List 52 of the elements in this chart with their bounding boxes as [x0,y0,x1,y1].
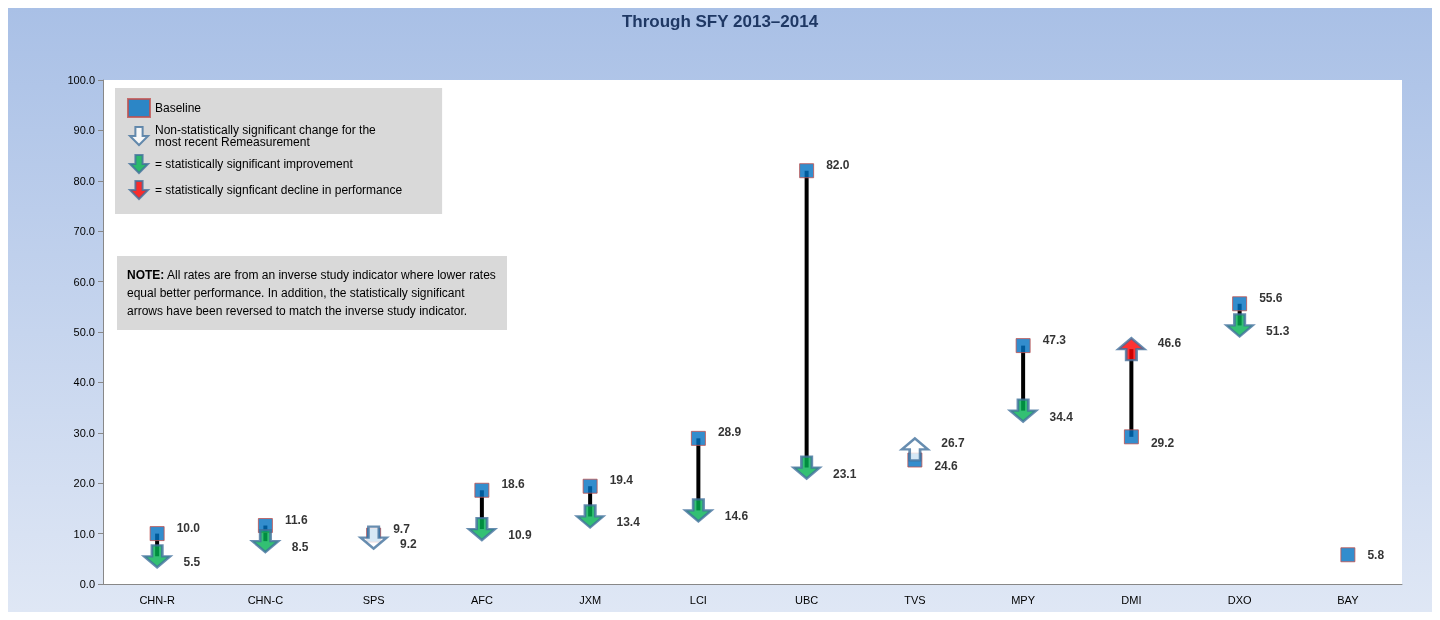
data-label: 13.4 [616,515,641,530]
data-label: 10.9 [508,528,532,543]
x-tick-label: LCI [689,593,707,606]
x-tick-label: JXM [579,593,602,606]
data-label: 18.6 [501,477,526,492]
data-label: 8.5 [291,540,309,555]
data-label: 9.7 [393,522,411,537]
y-tick-label: 40.0 [73,376,95,389]
data-label: 28.9 [717,425,742,440]
x-tick-label: AFC [470,593,493,606]
x-tick-label: CHN-C [247,593,284,606]
data-label: 11.6 [284,512,308,527]
x-tick-label: CHN-R [139,593,175,606]
data-label: 55.6 [1259,290,1283,305]
data-label: 19.4 [609,473,634,488]
x-tick-label: MPY [1011,593,1036,606]
y-tick-label: 30.0 [73,426,95,439]
data-label: 82.0 [826,157,850,172]
data-label: 14.6 [724,509,749,524]
data-label: 34.4 [1049,409,1074,424]
data-label: 51.3 [1265,324,1290,339]
legend-label: = statistically signficant decline in performance [155,183,403,197]
y-tick-label: 100.0 [67,74,95,86]
x-tick-label: BAY [1337,593,1360,606]
data-label: 47.3 [1042,332,1067,347]
data-label: 23.1 [832,466,857,481]
legend-label: Baseline [155,101,202,115]
data-label: 29.2 [1150,435,1175,450]
data-label: 26.7 [941,436,965,451]
x-tick-label: DXO [1227,593,1252,606]
y-tick-label: 90.0 [73,124,95,137]
x-tick-label: SPS [362,593,385,606]
y-tick-label: 10.0 [73,527,95,540]
data-label: 46.6 [1157,336,1182,351]
data-label: 5.8 [1367,547,1385,562]
y-tick-label: 60.0 [73,275,95,288]
legend-label: = statistically significant improvement [155,157,354,171]
data-label: 10.0 [176,520,201,535]
data-label: 9.2 [399,536,417,551]
chart-title: Through SFY 2013–2014 [621,12,819,31]
y-tick-label: 70.0 [73,225,95,238]
data-label: 24.6 [934,459,959,474]
y-tick-label: 50.0 [73,326,95,338]
x-tick-label: DMI [1121,593,1142,606]
x-tick-label: TVS [904,593,926,606]
y-tick-label: 20.0 [73,477,95,490]
y-tick-label: 0.0 [79,578,95,590]
x-tick-label: UBC [795,593,819,606]
note-box: NOTE: All rates are from an inverse study indicator where lower rates equal better performance. In addition, the statistically significant arrows have been reversed to match the inverse study indicator. [117,256,507,330]
y-tick-label: 80.0 [73,174,95,187]
data-label: 5.5 [183,555,201,570]
legend-label: Non-statistically significant change for the most recent Remeasurement [155,123,380,149]
